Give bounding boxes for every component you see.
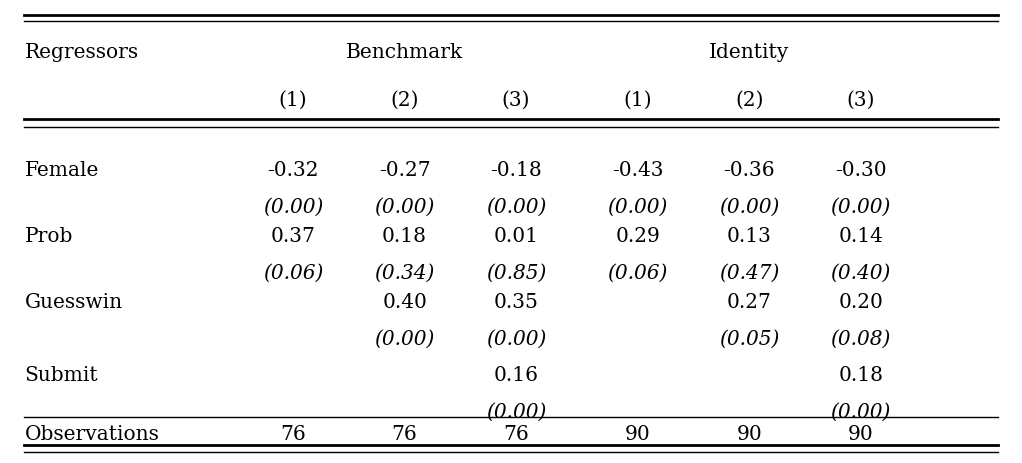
Text: 0.37: 0.37 (271, 226, 316, 245)
Text: -0.43: -0.43 (612, 161, 663, 180)
Text: Regressors: Regressors (25, 43, 139, 62)
Text: 0.16: 0.16 (494, 365, 539, 384)
Text: (0.34): (0.34) (374, 263, 434, 282)
Text: (0.06): (0.06) (607, 263, 668, 282)
Text: 0.20: 0.20 (838, 293, 883, 312)
Text: (0.00): (0.00) (485, 329, 546, 348)
Text: (0.47): (0.47) (719, 263, 780, 282)
Text: 0.14: 0.14 (838, 226, 883, 245)
Text: (0.05): (0.05) (719, 329, 780, 348)
Text: Female: Female (25, 161, 99, 180)
Text: Guesswin: Guesswin (25, 293, 123, 312)
Text: (1): (1) (279, 90, 308, 109)
Text: Submit: Submit (25, 365, 98, 384)
Text: (0.40): (0.40) (831, 263, 891, 282)
Text: -0.18: -0.18 (491, 161, 542, 180)
Text: (3): (3) (846, 90, 875, 109)
Text: (2): (2) (390, 90, 419, 109)
Text: Identity: Identity (709, 43, 789, 62)
Text: 0.13: 0.13 (727, 226, 772, 245)
Text: (0.06): (0.06) (263, 263, 323, 282)
Text: 0.29: 0.29 (615, 226, 660, 245)
Text: 90: 90 (848, 425, 874, 443)
Text: (0.00): (0.00) (485, 197, 546, 216)
Text: (0.00): (0.00) (831, 197, 891, 216)
Text: (0.00): (0.00) (485, 401, 546, 420)
Text: 0.40: 0.40 (382, 293, 427, 312)
Text: 0.01: 0.01 (494, 226, 539, 245)
Text: 90: 90 (624, 425, 651, 443)
Text: (0.00): (0.00) (831, 401, 891, 420)
Text: 0.18: 0.18 (838, 365, 883, 384)
Text: 0.18: 0.18 (382, 226, 427, 245)
Text: 76: 76 (391, 425, 417, 443)
Text: -0.32: -0.32 (268, 161, 319, 180)
Text: (2): (2) (735, 90, 763, 109)
Text: 90: 90 (736, 425, 762, 443)
Text: -0.27: -0.27 (379, 161, 430, 180)
Text: (0.00): (0.00) (374, 197, 434, 216)
Text: (0.08): (0.08) (831, 329, 891, 348)
Text: 0.35: 0.35 (494, 293, 539, 312)
Text: -0.36: -0.36 (724, 161, 775, 180)
Text: 0.27: 0.27 (727, 293, 772, 312)
Text: 76: 76 (280, 425, 306, 443)
Text: -0.30: -0.30 (835, 161, 886, 180)
Text: (0.00): (0.00) (719, 197, 780, 216)
Text: (0.00): (0.00) (263, 197, 323, 216)
Text: Observations: Observations (25, 425, 159, 443)
Text: (1): (1) (623, 90, 652, 109)
Text: Prob: Prob (25, 226, 73, 245)
Text: (0.00): (0.00) (374, 329, 434, 348)
Text: 76: 76 (503, 425, 529, 443)
Text: (0.00): (0.00) (607, 197, 668, 216)
Text: (0.85): (0.85) (485, 263, 546, 282)
Text: (3): (3) (502, 90, 530, 109)
Text: Benchmark: Benchmark (346, 43, 463, 62)
